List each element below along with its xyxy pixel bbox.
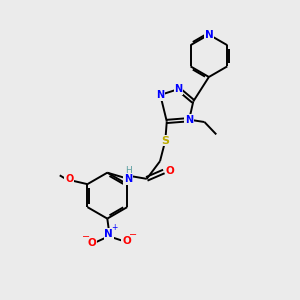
Text: N: N bbox=[185, 115, 193, 125]
Text: S: S bbox=[161, 136, 169, 146]
Text: N: N bbox=[205, 30, 213, 40]
Text: −: − bbox=[129, 230, 137, 240]
Text: H: H bbox=[125, 166, 132, 175]
Text: N: N bbox=[124, 174, 132, 184]
Text: +: + bbox=[112, 223, 118, 232]
Text: O: O bbox=[88, 238, 97, 248]
Text: O: O bbox=[65, 174, 73, 184]
Text: N: N bbox=[156, 90, 164, 100]
Text: N: N bbox=[175, 84, 183, 94]
Text: N: N bbox=[104, 229, 113, 239]
Text: −: − bbox=[82, 232, 90, 242]
Text: O: O bbox=[166, 167, 175, 176]
Text: O: O bbox=[122, 236, 131, 246]
